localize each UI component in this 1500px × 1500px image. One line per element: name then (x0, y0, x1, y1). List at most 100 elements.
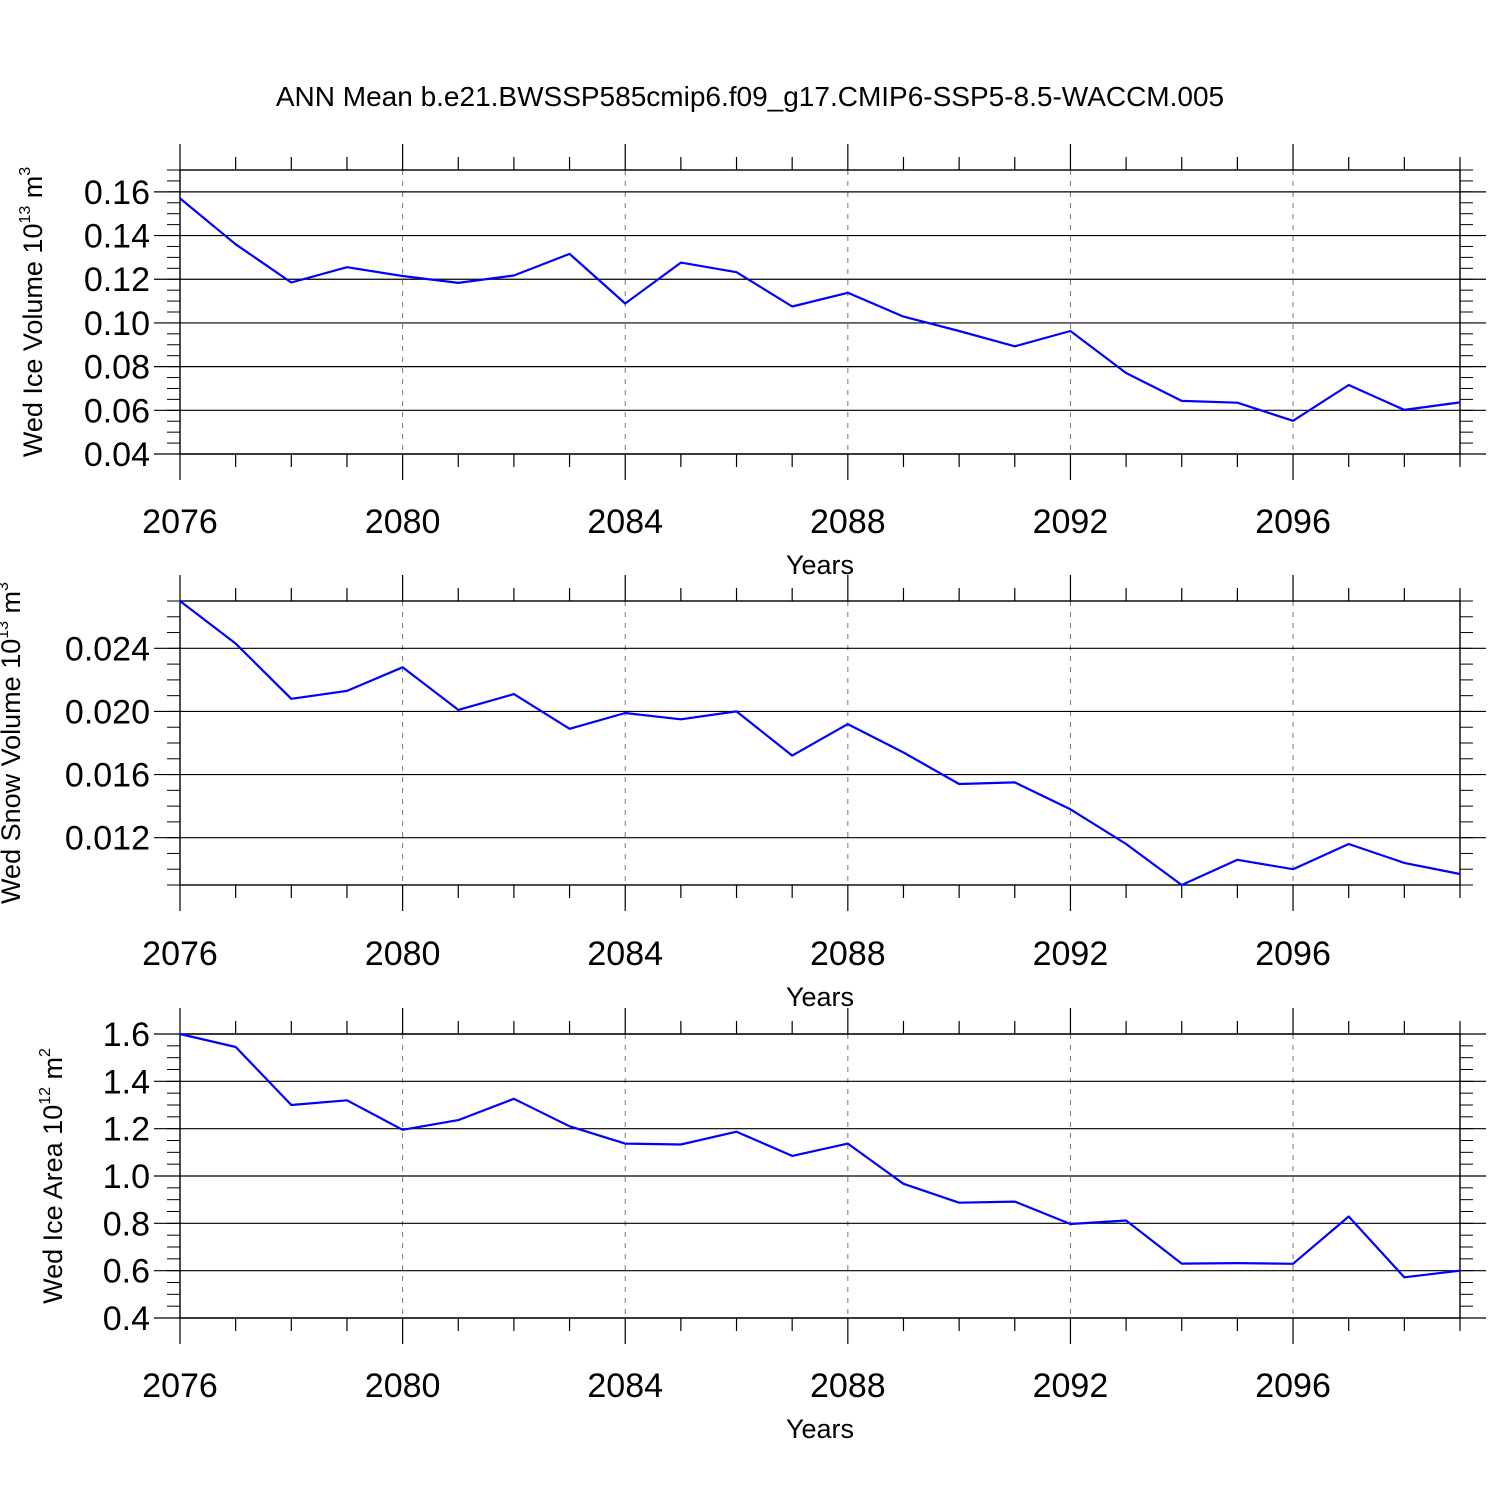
data-point (290, 281, 293, 284)
data-point (1292, 1263, 1294, 1265)
data-point (1459, 873, 1461, 875)
x-tick-label: 2084 (587, 1367, 663, 1405)
x-axis-label: Years (786, 1414, 854, 1444)
data-point (1180, 1262, 1183, 1265)
x-tick-label: 2076 (142, 503, 218, 541)
data-point (1069, 808, 1072, 811)
x-tick-label: 2092 (1033, 1367, 1109, 1405)
x-tick-label: 2092 (1033, 503, 1109, 541)
data-point (1069, 1223, 1072, 1225)
data-point (1347, 1215, 1350, 1218)
figure-title: ANN Mean b.e21.BWSSP585cmip6.f09_g17.CMI… (276, 81, 1224, 112)
data-point (1403, 409, 1406, 411)
data-point (346, 266, 348, 269)
data-point (1069, 330, 1072, 332)
data-point (847, 1142, 849, 1145)
y-tick-label: 1.6 (103, 1016, 150, 1054)
y-label-unit-exp: 3 (0, 582, 12, 591)
panel-3: 2076 2080 2084 2088 2092 2096 0.4 0.6 0.8 1.0 1.2 1… (37, 1008, 1486, 1444)
series-line (179, 197, 1461, 422)
data-point (680, 1143, 682, 1146)
y-tick-label: 0.06 (84, 392, 150, 430)
y-tick-label: 0.14 (84, 218, 150, 256)
y-tick-label: 0.4 (103, 1300, 150, 1338)
y-tick-label: 0.024 (65, 630, 150, 668)
y-label-unit-exp: 3 (17, 167, 34, 176)
y-tick-label: 0.08 (84, 349, 150, 387)
y-label-exp: 12 (37, 1087, 54, 1105)
y-label-exp: 13 (0, 621, 12, 639)
x-tick-label: 2080 (365, 935, 441, 973)
data-point (457, 282, 460, 284)
y-tick-label: 0.16 (84, 174, 150, 212)
series-line (179, 600, 1461, 887)
data-point (680, 718, 682, 721)
data-point (401, 1129, 404, 1131)
data-point (1180, 884, 1183, 886)
x-tick-label: 2092 (1033, 935, 1109, 973)
x-tick-label: 2080 (365, 1367, 441, 1405)
y-label-unit-exp: 2 (37, 1048, 54, 1057)
data-point (1292, 868, 1294, 871)
data-point (568, 1125, 571, 1128)
y-axis-label: Wed Snow Volume 1013 m3 (0, 582, 26, 904)
x-tick-label: 2088 (810, 935, 886, 973)
panel-2: 2076 2080 2084 2088 2092 2096 0.012 0.016 0.020 0… (0, 575, 1486, 1012)
data-point (1125, 372, 1127, 374)
data-point (624, 302, 627, 305)
x-tick-label: 2096 (1255, 503, 1331, 541)
data-point (791, 754, 793, 757)
data-point (1125, 843, 1127, 845)
data-point (1347, 384, 1350, 386)
panels: 2076 2080 2084 2088 2092 2096 0.04 0.06 0.08 0.10… (0, 144, 1486, 1444)
y-tick-label: 0.6 (103, 1253, 150, 1291)
y-tick-label: 0.8 (103, 1205, 150, 1243)
x-tick-label: 2084 (587, 935, 663, 973)
y-tick-label: 0.020 (65, 693, 150, 731)
data-point (1403, 862, 1406, 864)
y-tick-label: 0.12 (84, 261, 150, 299)
data-point (1292, 419, 1294, 422)
data-point (624, 1142, 627, 1145)
y-label-text: Wed Ice Volume 10 (18, 224, 48, 458)
data-point (234, 1046, 237, 1048)
x-tick-label: 2088 (810, 1367, 886, 1405)
x-tick-label: 2096 (1255, 1367, 1331, 1405)
y-axis-label: Wed Ice Volume 1013 m3 (17, 167, 48, 457)
data-point (401, 666, 404, 669)
data-point (234, 642, 237, 645)
data-point (1236, 1262, 1239, 1264)
x-axis-label: Years (786, 982, 854, 1012)
y-tick-label: 0.10 (84, 305, 150, 343)
data-point (902, 751, 905, 754)
plot-frame (179, 169, 1461, 455)
x-axis-label: Years (786, 550, 854, 580)
data-point (735, 710, 738, 713)
y-label-text: Wed Ice Area 10 (38, 1105, 68, 1304)
data-point (1347, 843, 1350, 845)
data-point (401, 275, 404, 277)
data-point (847, 291, 849, 294)
data-point (457, 1119, 460, 1121)
data-point (1013, 781, 1016, 784)
data-point (1236, 858, 1239, 861)
data-point (1013, 1200, 1016, 1203)
data-point (179, 600, 181, 602)
y-tick-label: 1.0 (103, 1158, 150, 1196)
data-point (290, 698, 293, 700)
data-point (1403, 1276, 1406, 1279)
data-point (346, 690, 348, 692)
data-point (513, 1098, 515, 1100)
data-point (958, 330, 960, 332)
panel-1: 2076 2080 2084 2088 2092 2096 0.04 0.06 0.08 0.10… (17, 144, 1486, 580)
y-label-exp: 13 (17, 206, 34, 224)
x-tick-label: 2084 (587, 503, 663, 541)
data-point (1125, 1219, 1127, 1222)
data-point (958, 1201, 960, 1204)
y-label-unit: m (0, 591, 26, 621)
plot-frame (179, 600, 1461, 886)
x-tick-label: 2076 (142, 1367, 218, 1405)
y-axis-label: Wed Ice Area 1012 m2 (37, 1048, 68, 1304)
data-point (234, 243, 237, 246)
